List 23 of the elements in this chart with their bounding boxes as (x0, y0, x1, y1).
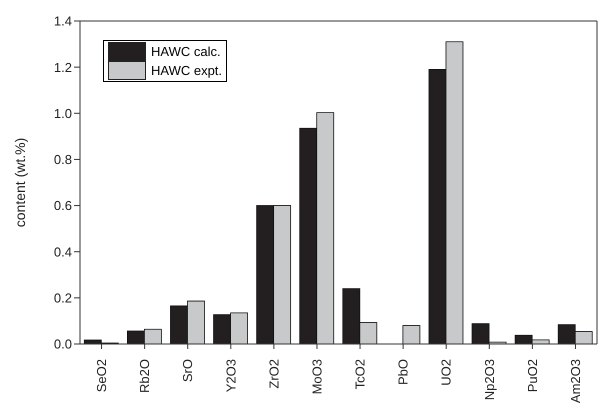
x-tick-label: SrO (180, 359, 196, 382)
x-tick-label: Rb2O (137, 359, 152, 393)
y-tick-label: 1.2 (54, 60, 72, 75)
y-axis-title: content (wt.%) (12, 138, 28, 228)
y-tick-label: 0.2 (54, 290, 72, 306)
x-tick-label: Np2O3 (482, 359, 497, 400)
legend-label: HAWC expt. (151, 63, 222, 78)
x-tick-label: PbO (396, 359, 411, 386)
x-tick-label: ZrO2 (266, 359, 282, 389)
y-tick-label: 0.0 (54, 336, 72, 352)
x-tick-label: PuO2 (524, 359, 540, 392)
y-tick-label: 1.0 (54, 106, 72, 121)
x-tick-label: TcO2 (352, 359, 368, 390)
x-tick-label: SeO2 (94, 359, 110, 392)
x-tick-label: MoO3 (309, 359, 324, 394)
x-tick-label: Am2O3 (568, 359, 583, 404)
x-tick-label: Y2O3 (223, 359, 238, 392)
legend-label: HAWC calc. (151, 44, 221, 59)
y-tick-label: 0.6 (54, 198, 72, 214)
y-tick-label: 0.4 (54, 244, 72, 260)
y-tick-label: 0.8 (54, 152, 72, 168)
y-tick-label: 1.4 (54, 14, 72, 29)
x-tick-label: UO2 (438, 359, 454, 386)
